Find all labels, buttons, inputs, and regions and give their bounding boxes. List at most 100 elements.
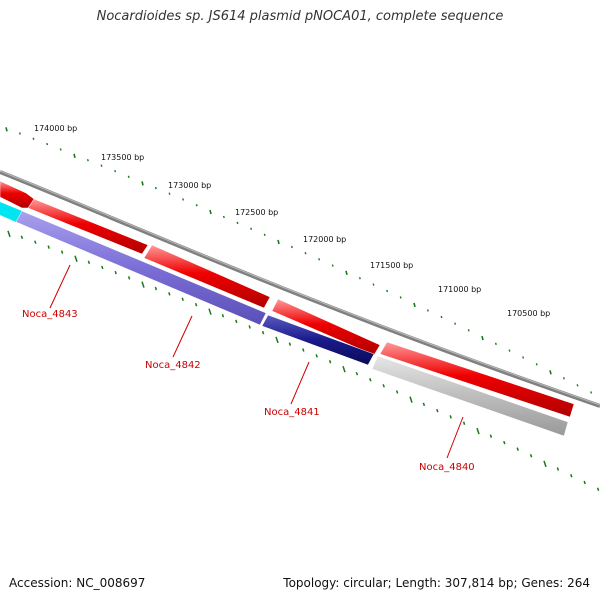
inner-tick xyxy=(221,314,225,318)
outer-tick xyxy=(454,322,457,325)
outer-tick xyxy=(5,127,8,132)
backbone-ring xyxy=(0,170,600,408)
cyan-feature[interactable] xyxy=(0,202,22,222)
gene-noca-4841[interactable] xyxy=(261,314,375,366)
outer-tick xyxy=(209,209,212,215)
accession-text: Accession: NC_008697 xyxy=(9,576,146,590)
forward-features xyxy=(0,180,575,418)
scale-labels: 174000 bp 173500 bp 173000 bp 172500 bp … xyxy=(34,124,550,318)
outer-tick xyxy=(236,221,239,225)
outer-tick xyxy=(399,296,402,299)
backbone-ring-highlight xyxy=(0,170,600,406)
outer-tick xyxy=(358,276,361,280)
inner-tick xyxy=(47,245,50,249)
forward-feature[interactable] xyxy=(271,298,381,356)
inner-tick xyxy=(154,286,158,291)
scale-label: 171500 bp xyxy=(370,261,413,270)
outer-tick xyxy=(290,245,293,249)
reverse-features xyxy=(0,202,569,437)
outer-tick xyxy=(114,170,117,173)
inner-tick xyxy=(20,235,24,239)
outer-tick xyxy=(413,302,416,308)
inner-tick xyxy=(516,447,519,451)
callout-line xyxy=(446,416,464,459)
inner-tick xyxy=(596,487,600,492)
outer-tick xyxy=(549,370,552,375)
inner-tick xyxy=(275,336,279,344)
gene-label[interactable]: Noca_4841 xyxy=(264,407,320,418)
inner-tick xyxy=(302,348,305,352)
outer-tick xyxy=(86,159,89,162)
outer-tick xyxy=(426,309,429,312)
inner-tick xyxy=(489,434,493,438)
outer-tick xyxy=(250,227,253,231)
outer-tick xyxy=(467,329,470,332)
inner-tick xyxy=(570,473,573,478)
inner-tick xyxy=(355,371,359,376)
inner-scale-ticks xyxy=(7,230,600,492)
inner-tick xyxy=(114,270,117,275)
outer-tick xyxy=(168,192,171,195)
scale-label: 172000 bp xyxy=(303,235,346,244)
inner-tick xyxy=(127,276,131,280)
gene-callouts xyxy=(49,264,464,459)
inner-tick xyxy=(583,480,586,485)
gene-label[interactable]: Noca_4843 xyxy=(22,309,78,320)
gene-noca-4843[interactable] xyxy=(15,210,267,326)
inner-tick xyxy=(395,390,399,394)
inner-tick xyxy=(248,325,251,329)
callout-line xyxy=(172,315,193,358)
forward-feature[interactable] xyxy=(379,341,575,418)
outer-tick xyxy=(522,356,525,359)
inner-tick xyxy=(315,354,318,358)
outer-tick xyxy=(73,153,76,158)
inner-tick xyxy=(503,440,506,445)
inner-tick xyxy=(436,408,439,413)
scale-label: 171000 bp xyxy=(438,285,481,294)
gene-labels: Noca_4843 Noca_4842 Noca_4841 Noca_4840 xyxy=(22,309,475,473)
inner-tick xyxy=(369,377,372,382)
inner-tick xyxy=(476,427,480,435)
outer-tick xyxy=(195,204,198,207)
outer-tick xyxy=(386,289,389,293)
outer-tick xyxy=(182,198,185,201)
inner-tick xyxy=(34,240,37,244)
inner-tick xyxy=(101,265,104,270)
outer-tick xyxy=(127,175,130,178)
outer-tick xyxy=(508,349,511,352)
inner-tick xyxy=(74,255,78,262)
outer-tick xyxy=(481,335,484,341)
outer-tick xyxy=(345,270,348,276)
inner-tick xyxy=(529,453,533,458)
outer-tick xyxy=(46,142,49,146)
outer-tick xyxy=(318,258,321,261)
outer-tick xyxy=(590,391,593,394)
gene-label[interactable]: Noca_4840 xyxy=(419,462,475,473)
outer-tick xyxy=(494,342,497,346)
inner-tick xyxy=(7,230,11,238)
scale-label: 170500 bp xyxy=(507,309,550,318)
inner-tick xyxy=(261,330,265,335)
outer-tick xyxy=(32,137,35,140)
outer-tick xyxy=(18,132,21,135)
gene-label[interactable]: Noca_4842 xyxy=(145,360,201,371)
inner-tick xyxy=(288,342,292,346)
outer-tick xyxy=(535,363,538,366)
inner-tick xyxy=(208,308,212,315)
outer-tick xyxy=(576,384,579,387)
inner-tick xyxy=(60,250,64,254)
inner-tick xyxy=(342,365,346,373)
map-title: Nocardioides sp. JS614 plasmid pNOCA01, … xyxy=(96,9,504,24)
inner-tick xyxy=(168,292,171,296)
outer-tick xyxy=(141,181,144,186)
forward-feature[interactable] xyxy=(143,244,271,309)
scale-label: 172500 bp xyxy=(235,208,278,217)
outer-tick xyxy=(263,233,266,237)
inner-tick xyxy=(328,359,332,364)
outer-tick xyxy=(372,283,375,286)
sequence-stats-text: Topology: circular; Length: 307,814 bp; … xyxy=(283,576,590,590)
forward-feature[interactable] xyxy=(27,198,149,255)
callout-line xyxy=(49,264,71,309)
gene-noca-4840[interactable] xyxy=(371,355,569,437)
